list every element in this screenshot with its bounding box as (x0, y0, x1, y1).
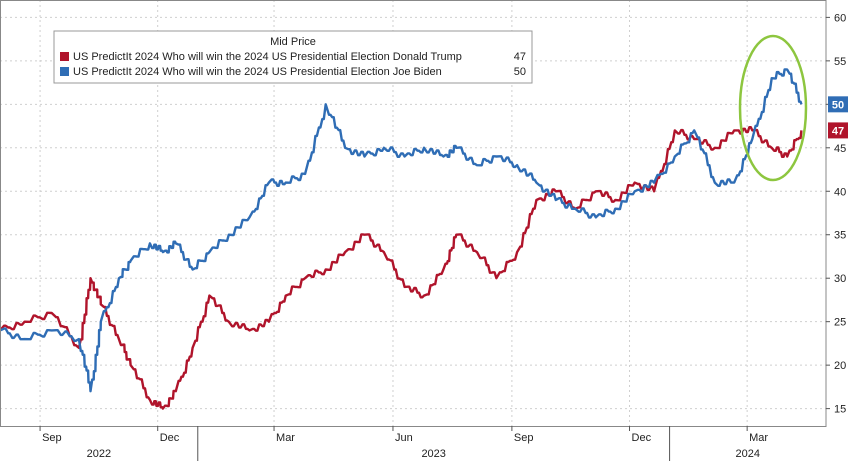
x-tick-label: Sep (514, 432, 534, 444)
legend-entry-value: 47 (514, 51, 526, 63)
series-line-biden (0, 68, 803, 393)
legend-title: Mid Price (270, 36, 316, 48)
x-tick-label: Mar (749, 432, 768, 444)
y-tick-label: 25 (834, 317, 846, 329)
y-tick-label: 60 (834, 12, 846, 24)
y-tick-label: 30 (834, 273, 846, 285)
last-value-badge (828, 122, 848, 139)
last-value-badge (828, 96, 848, 113)
legend-entry-label: US PredictIt 2024 Who will win the 2024 … (73, 51, 462, 63)
y-tick-label: 45 (834, 143, 846, 155)
x-tick-label: Dec (632, 432, 652, 444)
last-value-label: 50 (832, 99, 844, 111)
x-tick-label: Dec (160, 432, 180, 444)
x-tick-label: Mar (276, 432, 295, 444)
y-tick-label: 20 (834, 360, 846, 372)
y-tick-label: 55 (834, 56, 846, 68)
y-tick-label: 35 (834, 230, 846, 242)
legend-swatch (60, 52, 69, 61)
series-lines (0, 68, 803, 410)
highlight-ellipse (738, 34, 808, 182)
x-year-label: 2022 (87, 448, 111, 460)
legend-swatch (60, 67, 69, 76)
last-value-label: 47 (832, 125, 844, 137)
highlight-annotation (738, 34, 808, 182)
legend: Mid Price US PredictIt 2024 Who will win … (53, 30, 533, 84)
y-tick-label: 15 (834, 404, 846, 416)
legend-entry-value: 50 (514, 66, 526, 78)
legend-box (53, 30, 533, 84)
y-tick-label: 40 (834, 186, 846, 198)
plot-frame (0, 0, 827, 427)
series-line-trump (0, 126, 803, 410)
x-tick-label: Sep (42, 432, 62, 444)
x-year-label: 2023 (421, 448, 445, 460)
x-year-label: 2024 (736, 448, 760, 460)
legend-entry-label: US PredictIt 2024 Who will win the 2024 … (73, 66, 442, 78)
x-tick-label: Jun (395, 432, 413, 444)
